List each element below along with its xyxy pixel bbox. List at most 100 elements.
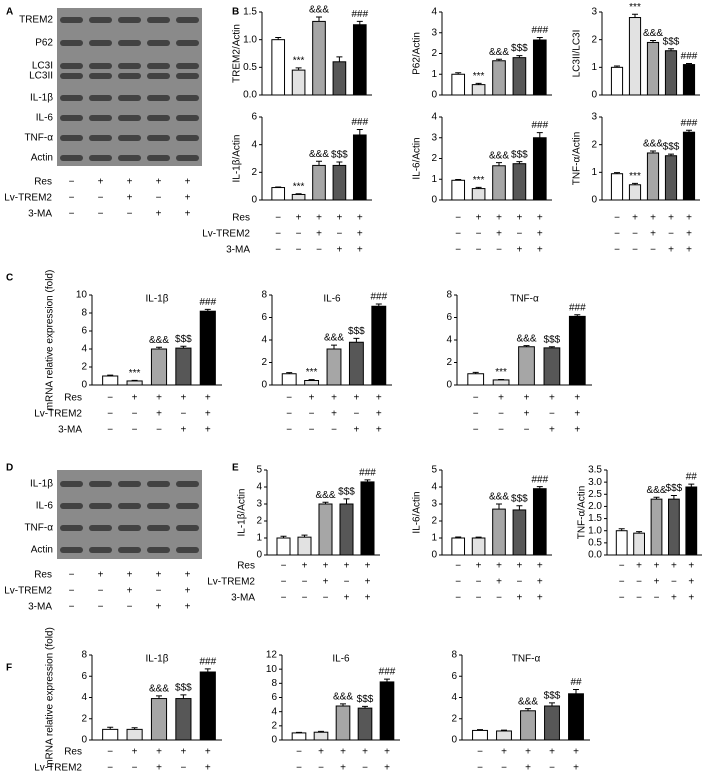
- bar: [379, 681, 395, 741]
- bar: [685, 486, 698, 556]
- significance-label: $$$: [331, 150, 348, 161]
- condition-sign: −: [636, 593, 642, 604]
- bar: [472, 729, 488, 741]
- condition-sign: +: [205, 425, 211, 436]
- error-bar: [318, 730, 324, 733]
- y-tick-label: 0: [451, 735, 457, 746]
- condition-sign: −: [476, 229, 482, 240]
- error-bar: [336, 161, 343, 166]
- blot-band: [147, 63, 170, 69]
- bar: [615, 530, 628, 556]
- y-tick-label: 2: [261, 357, 267, 368]
- error-bar: [455, 72, 462, 75]
- error-bar: [107, 374, 114, 376]
- condition-sign: −: [671, 577, 677, 588]
- condition-sign: +: [636, 561, 642, 572]
- condition-sign: +: [127, 570, 133, 581]
- condition-sign: −: [473, 393, 479, 404]
- blot-band: [60, 63, 83, 69]
- error-bar: [496, 503, 502, 510]
- y-tick-label: 3: [431, 27, 437, 38]
- y-tick-label: 0: [256, 550, 262, 561]
- blot-band: [176, 63, 199, 69]
- panel-label: A: [6, 7, 13, 18]
- significance-label: $$$: [544, 690, 561, 701]
- condition-label: Res: [64, 393, 82, 404]
- condition-sign: −: [455, 577, 461, 588]
- blot-band: [176, 481, 199, 487]
- y-tick-label: 4: [81, 692, 87, 703]
- y-tick-label: 5: [256, 465, 262, 476]
- bar: [276, 537, 291, 556]
- chart-title: IL-6: [332, 654, 350, 665]
- y-tick-label: 1.5: [588, 513, 602, 524]
- condition-sign: −: [132, 409, 138, 420]
- condition-sign: −: [353, 409, 359, 420]
- bar: [544, 705, 560, 741]
- condition-sign: +: [549, 393, 555, 404]
- condition-sign: −: [69, 209, 75, 220]
- y-tick-label: 0.5: [588, 537, 602, 548]
- condition-sign: −: [498, 425, 504, 436]
- condition-sign: +: [525, 747, 531, 758]
- blot-background: [57, 8, 202, 166]
- bar: [646, 152, 660, 201]
- condition-sign: +: [316, 213, 322, 224]
- significance-label: $$$: [357, 694, 374, 705]
- y-tick-label: 3: [431, 132, 437, 143]
- y-tick-label: 6: [251, 112, 257, 123]
- error-bar: [156, 346, 162, 349]
- condition-label: 3-MA: [58, 425, 82, 436]
- condition-label: Lv-TREM2: [34, 409, 82, 420]
- condition-sign: +: [365, 593, 371, 604]
- y-tick-label: 3.5: [588, 465, 602, 476]
- y-tick-label: 4: [451, 692, 457, 703]
- error-bar: [636, 531, 643, 534]
- condition-sign: +: [156, 409, 162, 420]
- bar: [633, 532, 645, 556]
- condition-sign: +: [501, 747, 507, 758]
- bar: [518, 346, 535, 386]
- significance-label: &&&: [489, 492, 509, 503]
- blot-band: [147, 481, 170, 487]
- error-bar: [301, 534, 308, 538]
- condition-sign: +: [309, 393, 315, 404]
- bar: [271, 39, 286, 96]
- condition-sign: +: [650, 229, 656, 240]
- condition-sign: +: [344, 561, 350, 572]
- condition-sign: +: [516, 213, 522, 224]
- condition-sign: +: [516, 245, 522, 256]
- condition-sign: +: [302, 561, 308, 572]
- bar: [568, 693, 584, 741]
- condition-sign: −: [275, 245, 281, 256]
- significance-label: ***: [629, 2, 641, 13]
- condition-sign: −: [281, 593, 287, 604]
- condition-sign: −: [309, 425, 315, 436]
- y-tick-label: 3: [256, 499, 262, 510]
- condition-sign: +: [574, 393, 580, 404]
- blot-band: [60, 95, 83, 101]
- blot-label: IL-1β: [30, 93, 53, 104]
- error-bar: [668, 153, 674, 156]
- y-tick-label: 4: [261, 335, 267, 346]
- condition-sign: +: [650, 213, 656, 224]
- condition-sign: +: [185, 586, 191, 597]
- condition-sign: −: [473, 409, 479, 420]
- significance-label: ###: [531, 25, 548, 36]
- blot-label: TNF-α: [24, 523, 53, 534]
- y-tick-label: 0: [431, 550, 437, 561]
- blot-band: [176, 135, 199, 141]
- bar: [102, 375, 119, 386]
- y-tick-label: 2.0: [588, 501, 602, 512]
- condition-sign: −: [69, 177, 75, 188]
- blot-band: [89, 40, 112, 46]
- y-tick-label: 6: [271, 692, 277, 703]
- blot-band: [60, 481, 83, 487]
- error-bar: [343, 498, 350, 504]
- condition-sign: −: [316, 245, 322, 256]
- condition-sign: +: [318, 747, 324, 758]
- condition-sign: −: [302, 593, 308, 604]
- y-axis-label: IL-6/Actin: [412, 491, 423, 533]
- condition-sign: −: [455, 213, 461, 224]
- condition-sign: −: [69, 586, 75, 597]
